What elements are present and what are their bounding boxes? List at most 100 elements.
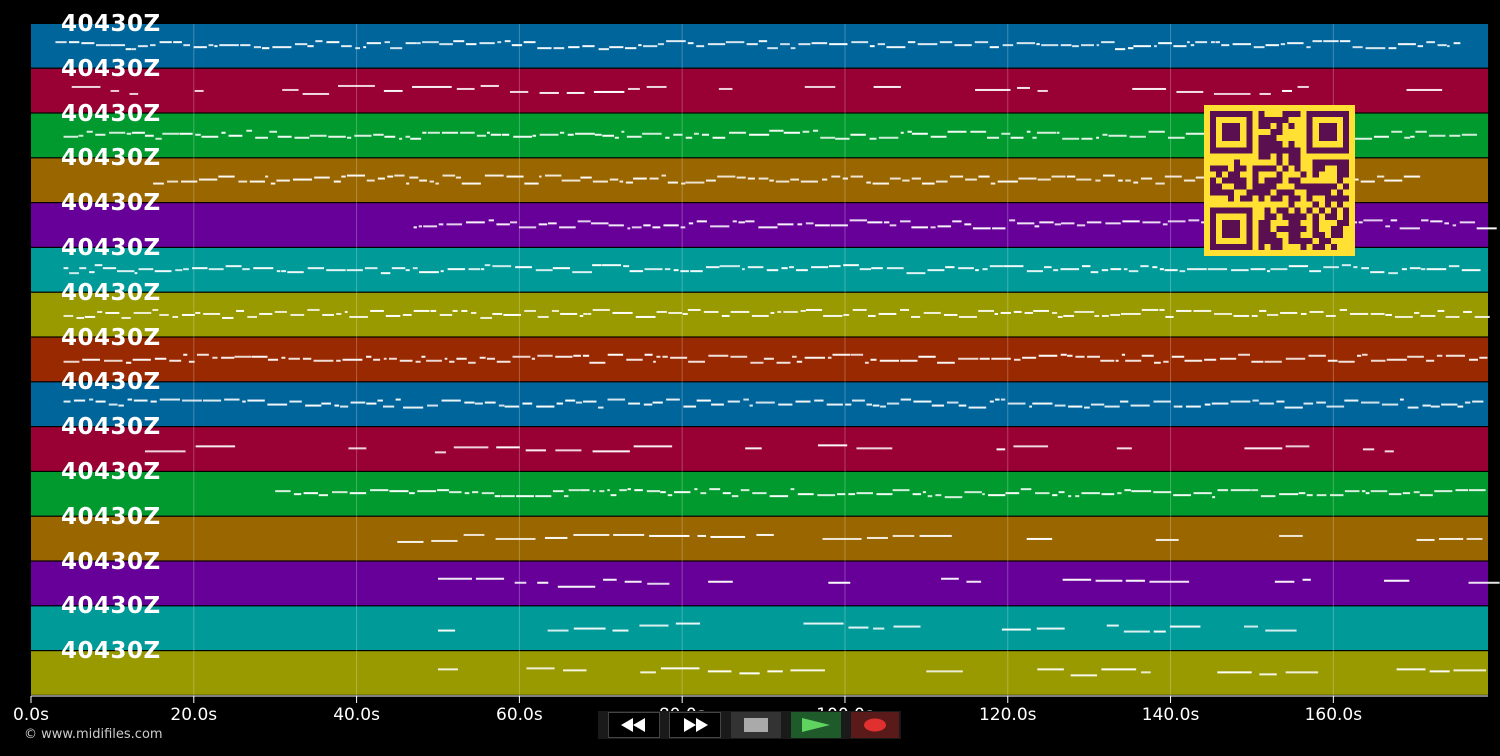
- midi-note: [717, 175, 736, 178]
- track-label: 40430Z: [61, 459, 161, 485]
- play-button[interactable]: [791, 712, 841, 738]
- midi-note: [1038, 354, 1058, 357]
- track-label: 40430Z: [61, 279, 161, 306]
- midi-note: [673, 133, 683, 136]
- midi-note: [109, 131, 126, 134]
- track-lane[interactable]: [31, 24, 1488, 68]
- midi-note: [509, 90, 529, 93]
- midi-note: [667, 494, 673, 497]
- midi-note: [627, 227, 631, 230]
- midi-note: [484, 174, 504, 177]
- midi-note: [829, 43, 848, 46]
- midi-note: [829, 265, 841, 268]
- midi-note: [697, 534, 707, 537]
- midi-note: [978, 175, 990, 178]
- track-lane[interactable]: [31, 606, 1488, 650]
- midi-note: [108, 403, 118, 406]
- midi-note: [1155, 538, 1179, 541]
- midi-note: [195, 133, 201, 136]
- midi-note: [1230, 400, 1251, 403]
- midi-note: [707, 670, 732, 673]
- midi-note: [837, 493, 846, 496]
- midi-note: [1036, 131, 1057, 134]
- midi-note: [1117, 492, 1122, 495]
- midi-note: [947, 130, 967, 133]
- midi-note: [1133, 45, 1152, 48]
- midi-note: [778, 403, 793, 406]
- midi-note: [261, 47, 270, 50]
- midi-note: [348, 447, 367, 450]
- midi-note: [1101, 314, 1109, 317]
- midi-note: [935, 494, 942, 497]
- midi-note: [912, 493, 922, 496]
- midi-note: [476, 134, 486, 137]
- midi-note: [1087, 355, 1101, 358]
- midi-note: [783, 310, 798, 313]
- midi-note: [82, 358, 101, 361]
- midi-note: [613, 533, 645, 536]
- midi-note: [408, 492, 415, 495]
- track-lane[interactable]: [31, 561, 1488, 606]
- midi-note: [843, 313, 850, 316]
- midi-note: [212, 356, 218, 359]
- midi-note: [525, 449, 546, 452]
- midi-note: [845, 403, 852, 406]
- midi-note: [539, 133, 559, 136]
- rewind-icon: [621, 718, 645, 732]
- midi-note: [767, 47, 778, 50]
- midi-note: [137, 45, 148, 48]
- midi-note: [1095, 179, 1101, 182]
- midi-note: [1123, 268, 1128, 271]
- midi-note: [1067, 354, 1073, 357]
- midi-note: [1090, 403, 1105, 406]
- midi-note: [453, 40, 465, 43]
- midi-note: [1434, 490, 1453, 493]
- midi-note: [708, 354, 729, 357]
- midi-note: [899, 220, 911, 223]
- midi-note: [1468, 581, 1500, 584]
- record-button[interactable]: [851, 712, 899, 738]
- midi-note: [461, 182, 481, 185]
- midi-note: [366, 179, 375, 182]
- midi-note: [1244, 447, 1283, 450]
- midi-note: [539, 175, 542, 178]
- midi-note: [805, 308, 823, 311]
- track-lane[interactable]: [31, 516, 1488, 561]
- midi-note: [383, 357, 387, 360]
- midi-note: [1178, 405, 1183, 408]
- track-lane[interactable]: [31, 337, 1488, 382]
- midi-note: [1365, 47, 1386, 50]
- stop-button[interactable]: [731, 712, 781, 738]
- midi-note: [1421, 219, 1429, 222]
- midi-note: [805, 222, 814, 225]
- midi-note: [749, 133, 770, 136]
- midi-note: [1095, 579, 1123, 582]
- track-label: 40430Z: [61, 503, 161, 530]
- midi-note: [719, 265, 740, 268]
- midi-note: [580, 489, 590, 492]
- track-label: 40430Z: [61, 593, 161, 620]
- midi-note: [1457, 405, 1464, 408]
- midi-note: [758, 177, 769, 180]
- midi-note: [755, 401, 775, 404]
- midi-note: [1267, 270, 1271, 273]
- midi-note: [238, 180, 248, 183]
- midi-note: [1211, 402, 1229, 405]
- midi-note: [506, 175, 524, 178]
- midi-note: [746, 43, 758, 46]
- midi-note: [419, 271, 439, 274]
- midi-note: [1034, 225, 1040, 228]
- midi-note: [573, 533, 610, 536]
- midi-note: [642, 132, 662, 135]
- midi-note: [1084, 406, 1090, 409]
- midi-note: [1461, 269, 1481, 272]
- midi-note: [453, 446, 489, 449]
- track-lane[interactable]: [31, 292, 1488, 337]
- midi-note: [474, 402, 483, 405]
- fast-forward-button[interactable]: [669, 712, 721, 738]
- midi-note: [1353, 266, 1358, 269]
- midi-note: [1388, 493, 1402, 496]
- midi-note: [274, 310, 287, 313]
- midi-note: [150, 400, 157, 403]
- rewind-button[interactable]: [608, 712, 660, 738]
